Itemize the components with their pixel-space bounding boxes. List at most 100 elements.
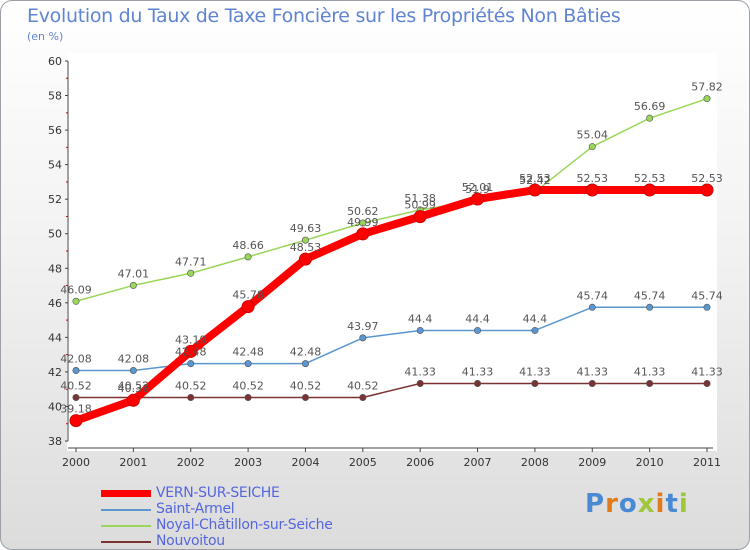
- y-tick-label: 48: [48, 262, 62, 275]
- data-label-vern-sur-seiche: 52.01: [462, 181, 494, 194]
- data-label-saint-armel: 42.48: [232, 346, 264, 359]
- data-point-vern-sur-seiche: [356, 227, 370, 241]
- data-label-noyal-ch-tillon-sur-seiche: 51.9: [465, 183, 490, 196]
- data-label-noyal-ch-tillon-sur-seiche: 47.01: [118, 267, 150, 280]
- y-tick-label: 46: [48, 297, 62, 310]
- data-label-saint-armel: 42.08: [60, 353, 92, 366]
- data-point-noyal-ch-tillon-sur-seiche: [646, 114, 654, 122]
- data-point-vern-sur-seiche: [184, 344, 198, 358]
- series-line-nouvoitou: [75, 382, 708, 399]
- data-label-nouvoitou: 41.33: [404, 365, 436, 378]
- data-label-vern-sur-seiche: 52.53: [634, 172, 666, 185]
- chart-title: Evolution du Taux de Taxe Foncière sur l…: [27, 5, 621, 27]
- data-label-nouvoitou: 41.33: [519, 365, 551, 378]
- series-line-saint-armel: [75, 306, 708, 372]
- proxiti-logo: Proxiti: [585, 489, 689, 519]
- legend-label-nouvoitou: Nouvoitou: [156, 533, 225, 549]
- x-tick-label: 2000: [62, 456, 90, 469]
- data-point-vern-sur-seiche: [241, 300, 255, 314]
- y-tick-label: 52: [48, 193, 62, 206]
- data-point-vern-sur-seiche: [585, 183, 599, 197]
- data-point-vern-sur-seiche: [413, 210, 427, 224]
- data-label-vern-sur-seiche: 52.53: [577, 172, 609, 185]
- data-label-noyal-ch-tillon-sur-seiche: 52.42: [519, 174, 551, 187]
- logo-letter: t: [665, 489, 679, 519]
- data-label-nouvoitou: 40.52: [232, 379, 264, 392]
- data-point-noyal-ch-tillon-sur-seiche: [301, 236, 309, 244]
- logo-letter: r: [605, 489, 619, 519]
- series-line-noyal-ch-tillon-sur-seiche: [75, 97, 708, 303]
- data-label-saint-armel: 45.74: [634, 289, 666, 302]
- x-tick-label: 2006: [406, 456, 434, 469]
- data-point-nouvoitou: [588, 379, 596, 387]
- data-point-nouvoitou: [244, 393, 252, 401]
- legend-swatch-vern: [101, 490, 151, 497]
- legend-label-saint-armel: Saint-Armel: [156, 501, 235, 517]
- x-tick-label: 2011: [693, 456, 721, 469]
- data-label-nouvoitou: 41.33: [462, 365, 494, 378]
- data-point-nouvoitou: [703, 379, 711, 387]
- data-point-vern-sur-seiche: [69, 414, 83, 428]
- data-point-nouvoitou: [531, 379, 539, 387]
- data-label-noyal-ch-tillon-sur-seiche: 46.09: [60, 283, 92, 296]
- data-point-saint-armel: [129, 367, 137, 375]
- data-point-nouvoitou: [72, 393, 80, 401]
- data-point-saint-armel: [531, 326, 539, 334]
- data-label-vern-sur-seiche: 50.99: [404, 199, 436, 212]
- data-point-saint-armel: [703, 303, 711, 311]
- legend-swatch-saint-armel: [101, 509, 151, 511]
- data-point-saint-armel: [187, 360, 195, 368]
- x-tick-label: 2007: [464, 456, 492, 469]
- data-point-saint-armel: [646, 303, 654, 311]
- data-label-noyal-ch-tillon-sur-seiche: 57.82: [691, 81, 723, 94]
- data-label-noyal-ch-tillon-sur-seiche: 55.04: [577, 129, 609, 142]
- y-tick-label: 50: [48, 228, 62, 241]
- data-point-saint-armel: [474, 326, 482, 334]
- data-label-noyal-ch-tillon-sur-seiche: 48.66: [232, 239, 264, 252]
- x-tick-label: 2001: [119, 456, 147, 469]
- data-point-saint-armel: [416, 326, 424, 334]
- y-tick-label: 40: [48, 400, 62, 413]
- data-point-vern-sur-seiche: [298, 252, 312, 266]
- data-label-nouvoitou: 41.33: [634, 365, 666, 378]
- data-point-saint-armel: [72, 367, 80, 375]
- data-point-noyal-ch-tillon-sur-seiche: [244, 253, 252, 261]
- data-label-saint-armel: 45.74: [577, 289, 609, 302]
- y-tick-label: 58: [48, 90, 62, 103]
- y-tick-label: 54: [48, 159, 62, 172]
- logo-letter: x: [637, 489, 656, 519]
- y-tick-label: 44: [48, 331, 62, 344]
- data-point-noyal-ch-tillon-sur-seiche: [359, 219, 367, 227]
- y-tick-label: 38: [48, 435, 62, 448]
- series-line-vern-sur-seiche: [72, 186, 711, 425]
- data-label-vern-sur-seiche: 39.18: [60, 403, 92, 416]
- x-tick-label: 2003: [234, 456, 262, 469]
- chart-unit: (en %): [27, 30, 64, 43]
- data-point-vern-sur-seiche: [643, 183, 657, 197]
- data-point-noyal-ch-tillon-sur-seiche: [703, 95, 711, 103]
- legend-swatch-noyal: [101, 525, 151, 527]
- data-label-nouvoitou: 40.52: [347, 379, 379, 392]
- legend-swatch-nouvoitou: [101, 541, 151, 543]
- data-label-noyal-ch-tillon-sur-seiche: 50.62: [347, 205, 379, 218]
- logo-letter: o: [618, 489, 638, 519]
- y-tick-label: 42: [48, 366, 62, 379]
- data-point-saint-armel: [359, 334, 367, 342]
- data-label-saint-armel: 42.08: [118, 353, 150, 366]
- x-tick-label: 2009: [578, 456, 606, 469]
- data-point-noyal-ch-tillon-sur-seiche: [187, 269, 195, 277]
- data-point-nouvoitou: [474, 379, 482, 387]
- data-point-noyal-ch-tillon-sur-seiche: [72, 297, 80, 305]
- legend-label-vern: VERN-SUR-SEICHE: [156, 485, 280, 501]
- x-tick-label: 2005: [349, 456, 377, 469]
- data-point-nouvoitou: [301, 393, 309, 401]
- data-label-vern-sur-seiche: 52.53: [691, 172, 723, 185]
- data-point-nouvoitou: [187, 393, 195, 401]
- data-point-vern-sur-seiche: [126, 393, 140, 407]
- data-point-noyal-ch-tillon-sur-seiche: [588, 143, 596, 151]
- data-point-nouvoitou: [646, 379, 654, 387]
- data-label-saint-armel: 42.48: [290, 346, 322, 359]
- data-label-saint-armel: 42.48: [175, 346, 207, 359]
